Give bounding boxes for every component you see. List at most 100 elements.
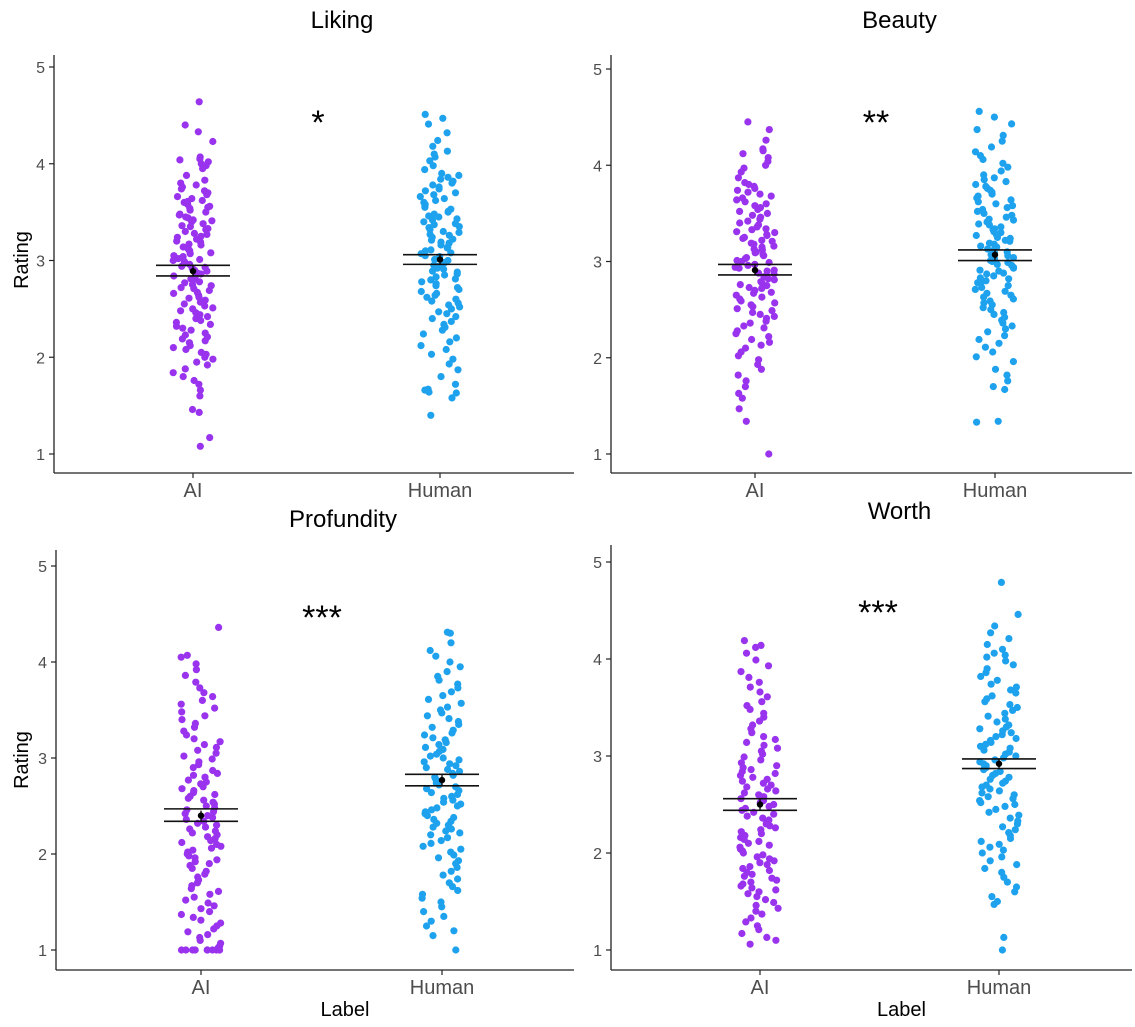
- data-point: [189, 764, 197, 772]
- data-point: [998, 137, 1006, 145]
- data-point: [184, 928, 192, 936]
- data-point: [737, 297, 745, 305]
- y-tick-label: 5: [38, 559, 47, 576]
- data-point: [188, 405, 197, 414]
- data-point: [990, 649, 998, 657]
- data-point: [443, 834, 452, 842]
- data-point: [427, 276, 435, 284]
- data-point: [1011, 800, 1019, 809]
- data-point: [423, 293, 431, 301]
- data-point: [192, 666, 200, 674]
- data-point: [1009, 358, 1018, 366]
- data-point: [418, 278, 426, 286]
- data-point: [980, 746, 988, 754]
- data-point: [986, 857, 994, 865]
- data-point: [438, 326, 446, 334]
- data-point: [421, 203, 429, 211]
- data-point: [201, 870, 209, 878]
- y-tick-label: 2: [593, 846, 602, 863]
- data-point: [194, 746, 202, 754]
- data-point: [196, 386, 204, 394]
- data-point: [745, 283, 753, 292]
- data-point: [992, 805, 1000, 814]
- data-point: [190, 229, 198, 237]
- data-point: [764, 785, 772, 793]
- data-point: [437, 837, 445, 845]
- data-point: [453, 802, 461, 810]
- data-point: [421, 110, 429, 118]
- data-point: [1013, 820, 1022, 828]
- data-point: [178, 716, 186, 724]
- data-point: [1001, 715, 1009, 723]
- data-point: [169, 344, 177, 352]
- data-point: [765, 333, 773, 341]
- data-point: [204, 899, 212, 907]
- data-point: [767, 288, 775, 296]
- data-point: [765, 450, 773, 458]
- data-point: [446, 760, 454, 768]
- data-point: [991, 622, 999, 630]
- y-tick-label: 3: [36, 254, 45, 271]
- y-tick-label: 2: [36, 350, 45, 367]
- data-point: [193, 358, 201, 366]
- data-point: [192, 181, 200, 189]
- data-point: [744, 118, 752, 126]
- data-point: [752, 656, 760, 664]
- data-point: [203, 361, 211, 369]
- data-point: [739, 234, 747, 242]
- data-point: [972, 180, 980, 189]
- data-point: [1012, 734, 1020, 743]
- data-point: [1006, 834, 1015, 843]
- data-point: [443, 310, 451, 318]
- data-point: [180, 752, 188, 760]
- data-point: [437, 175, 445, 183]
- data-point: [765, 866, 774, 875]
- data-point: [770, 898, 778, 907]
- data-point: [1002, 657, 1010, 665]
- significance-marker: ***: [858, 594, 898, 632]
- data-point: [211, 704, 219, 712]
- data-point: [417, 287, 425, 296]
- data-point: [190, 893, 198, 901]
- data-point: [736, 219, 744, 227]
- x-tick-label: Human: [967, 977, 1031, 999]
- data-point: [991, 365, 1000, 373]
- data-point: [447, 317, 455, 326]
- data-point: [203, 230, 211, 238]
- data-point: [1005, 275, 1013, 283]
- data-point: [757, 341, 765, 349]
- data-point: [455, 767, 464, 776]
- data-point: [743, 783, 751, 791]
- data-point: [435, 781, 443, 789]
- data-point: [456, 829, 464, 837]
- data-point: [196, 684, 204, 692]
- data-point: [763, 231, 771, 240]
- data-point: [1006, 701, 1014, 709]
- data-point: [446, 658, 454, 666]
- data-point: [443, 703, 452, 711]
- data-point: [984, 328, 992, 336]
- data-point: [196, 442, 204, 450]
- data-point: [756, 688, 764, 696]
- data-point: [455, 228, 463, 236]
- data-point: [752, 907, 760, 915]
- data-point: [217, 842, 225, 850]
- mean-marker: [756, 801, 764, 808]
- data-point: [447, 867, 455, 875]
- data-point: [439, 871, 447, 879]
- data-point: [772, 936, 780, 944]
- data-point: [982, 277, 990, 285]
- data-point: [207, 837, 215, 845]
- data-point: [454, 684, 462, 692]
- data-point: [452, 313, 460, 321]
- data-point: [761, 896, 770, 904]
- data-point: [1009, 216, 1018, 224]
- data-point: [758, 910, 766, 918]
- data-point: [999, 319, 1007, 327]
- data-point: [192, 678, 200, 686]
- data-point: [177, 653, 185, 661]
- data-point: [209, 304, 217, 312]
- data-point: [180, 300, 188, 308]
- mean-marker: [436, 256, 444, 263]
